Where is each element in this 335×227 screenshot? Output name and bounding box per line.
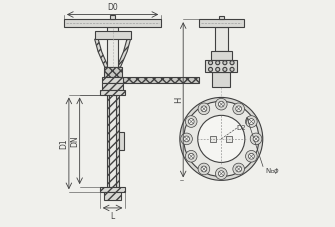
Bar [212, 72, 230, 87]
Bar [210, 136, 216, 142]
Bar [211, 52, 231, 60]
Circle shape [208, 61, 212, 65]
Text: D1: D1 [59, 138, 68, 149]
Bar [64, 19, 161, 27]
Bar [119, 132, 124, 150]
Bar [199, 19, 244, 27]
Text: N－$\phi$: N－$\phi$ [265, 166, 280, 176]
Circle shape [223, 67, 227, 72]
Circle shape [184, 101, 259, 177]
Circle shape [216, 67, 220, 72]
Text: DN: DN [70, 135, 79, 147]
Bar [100, 90, 125, 94]
Circle shape [218, 101, 224, 107]
Bar [107, 94, 110, 187]
Text: H: H [174, 97, 183, 103]
Bar [95, 31, 131, 39]
Bar [122, 76, 199, 83]
Circle shape [246, 151, 257, 162]
Circle shape [230, 61, 234, 65]
Bar [95, 31, 131, 39]
Circle shape [215, 98, 227, 110]
Circle shape [198, 115, 245, 163]
Circle shape [250, 133, 262, 145]
Circle shape [188, 119, 194, 124]
Bar [116, 94, 119, 187]
Circle shape [236, 166, 242, 172]
Bar [110, 15, 115, 19]
Circle shape [230, 67, 234, 72]
Circle shape [184, 136, 190, 142]
Circle shape [185, 116, 197, 127]
Circle shape [246, 116, 257, 127]
Bar [215, 27, 227, 52]
Bar [219, 16, 224, 19]
Text: L: L [111, 212, 115, 220]
Circle shape [181, 133, 192, 145]
Bar [100, 187, 125, 192]
Circle shape [215, 168, 227, 180]
Circle shape [188, 153, 194, 159]
Circle shape [185, 151, 197, 162]
Circle shape [233, 163, 245, 175]
Bar [205, 60, 238, 72]
Circle shape [253, 136, 259, 142]
Circle shape [180, 97, 263, 180]
Circle shape [201, 106, 207, 112]
Circle shape [233, 103, 245, 115]
Circle shape [223, 61, 227, 65]
Bar [119, 132, 124, 150]
Circle shape [198, 103, 210, 115]
Bar [104, 192, 121, 200]
Circle shape [201, 166, 207, 172]
Text: D0: D0 [107, 3, 118, 12]
Circle shape [208, 67, 212, 72]
Circle shape [218, 171, 224, 177]
Bar [102, 83, 123, 90]
Circle shape [236, 106, 242, 112]
Circle shape [198, 163, 210, 175]
Bar [108, 27, 118, 67]
Text: D2: D2 [237, 125, 246, 131]
Circle shape [249, 153, 254, 159]
Polygon shape [95, 39, 108, 67]
Circle shape [216, 61, 220, 65]
Bar [110, 94, 116, 187]
Circle shape [249, 119, 254, 124]
Bar [226, 136, 232, 142]
Polygon shape [117, 39, 131, 67]
Bar [102, 76, 123, 83]
Bar [104, 67, 122, 76]
